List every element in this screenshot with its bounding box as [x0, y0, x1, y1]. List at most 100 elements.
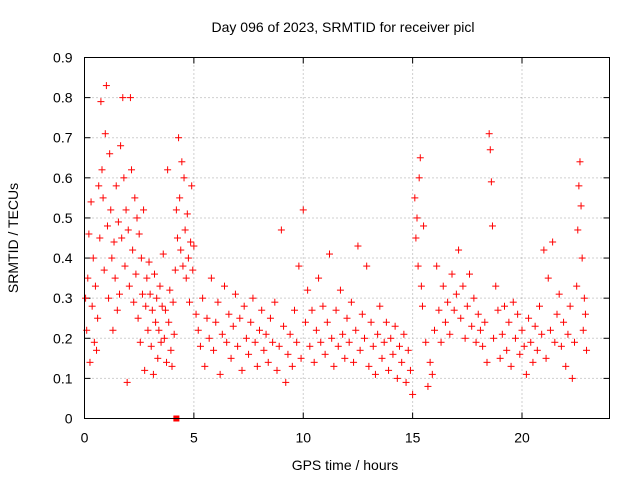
data-point	[446, 330, 454, 338]
data-point	[420, 222, 428, 230]
x-axis-label: GPS time / hours	[292, 457, 399, 473]
grid-lines	[84, 57, 610, 419]
data-point	[579, 326, 587, 334]
x-axis-ticks: 0 5 10 15 20	[81, 57, 530, 446]
data-point	[352, 326, 360, 334]
data-point	[181, 226, 189, 234]
data-point	[223, 338, 231, 346]
data-points	[82, 82, 591, 422]
data-point	[396, 342, 403, 350]
data-point	[503, 346, 511, 354]
data-point	[297, 354, 305, 362]
data-point	[167, 346, 175, 354]
y-tick-label: 0.9	[53, 50, 73, 66]
data-point	[525, 314, 533, 322]
data-point	[409, 390, 417, 398]
data-point	[147, 342, 155, 350]
data-point	[148, 306, 156, 314]
data-point	[288, 362, 296, 370]
data-point	[413, 214, 421, 222]
data-point	[269, 338, 277, 346]
data-point	[218, 330, 226, 338]
data-point	[144, 326, 152, 334]
data-point	[553, 310, 561, 318]
data-point	[140, 206, 148, 214]
data-point	[511, 334, 519, 342]
data-point	[573, 282, 581, 290]
data-point	[99, 194, 107, 202]
data-point	[242, 334, 250, 342]
y-tick-label: 0.7	[53, 130, 73, 146]
data-point	[153, 294, 161, 302]
data-point	[400, 330, 408, 338]
data-point	[487, 178, 495, 186]
data-point	[583, 346, 591, 354]
data-point	[538, 330, 546, 338]
data-point	[428, 370, 436, 378]
data-point	[124, 226, 132, 234]
data-point	[501, 302, 508, 310]
data-point	[422, 338, 430, 346]
data-point	[87, 198, 95, 206]
data-point	[439, 282, 447, 290]
data-point	[273, 366, 281, 374]
data-point	[264, 358, 272, 366]
data-point	[216, 370, 224, 378]
data-point	[192, 310, 200, 318]
data-point	[183, 210, 191, 218]
data-point	[138, 290, 146, 298]
data-point	[522, 370, 530, 378]
data-point	[93, 346, 101, 354]
y-tick-label: 0.4	[53, 250, 73, 266]
data-point	[328, 334, 336, 342]
data-point	[578, 254, 586, 262]
data-point	[184, 254, 192, 262]
data-point	[580, 294, 588, 302]
data-point	[110, 238, 118, 246]
data-point	[227, 354, 235, 362]
data-point	[178, 158, 186, 166]
y-axis-label: SRMTID / TECUs	[5, 183, 21, 293]
x-tick-label: 0	[81, 430, 89, 446]
data-point	[199, 294, 207, 302]
data-point	[483, 358, 491, 366]
data-point	[481, 318, 489, 326]
data-point	[116, 290, 123, 298]
data-point	[90, 338, 98, 346]
data-point	[187, 238, 195, 246]
data-point	[180, 174, 188, 182]
data-point	[152, 318, 160, 326]
data-point	[380, 338, 388, 346]
data-point	[256, 326, 263, 334]
data-point	[488, 222, 496, 230]
data-point	[171, 266, 179, 274]
data-point	[437, 338, 445, 346]
chart-title: Day 096 of 2023, SRMTID for receiver pic…	[212, 19, 475, 35]
data-point	[112, 182, 120, 190]
data-point	[100, 266, 108, 274]
data-point	[406, 366, 414, 374]
data-point	[179, 262, 187, 270]
data-point	[479, 342, 487, 350]
data-point	[505, 318, 513, 326]
data-point	[330, 362, 338, 370]
data-point	[97, 98, 105, 106]
data-point	[516, 350, 524, 358]
data-point	[376, 302, 384, 310]
data-point	[120, 174, 128, 182]
data-point	[498, 330, 506, 338]
data-point	[518, 326, 526, 334]
data-point	[121, 262, 129, 270]
data-point	[336, 286, 344, 294]
data-point	[424, 382, 432, 390]
data-point	[205, 334, 213, 342]
data-point	[391, 322, 399, 330]
y-tick-label: 0.3	[53, 290, 73, 306]
data-point	[546, 326, 554, 334]
data-point	[343, 314, 351, 322]
y-axis-ticks: 0 0.1 0.2 0.3 0.4 0.5 0.6 0.7 0.8 0.9	[53, 50, 610, 427]
data-point	[123, 378, 131, 386]
data-point	[536, 302, 543, 310]
data-point	[564, 330, 572, 338]
